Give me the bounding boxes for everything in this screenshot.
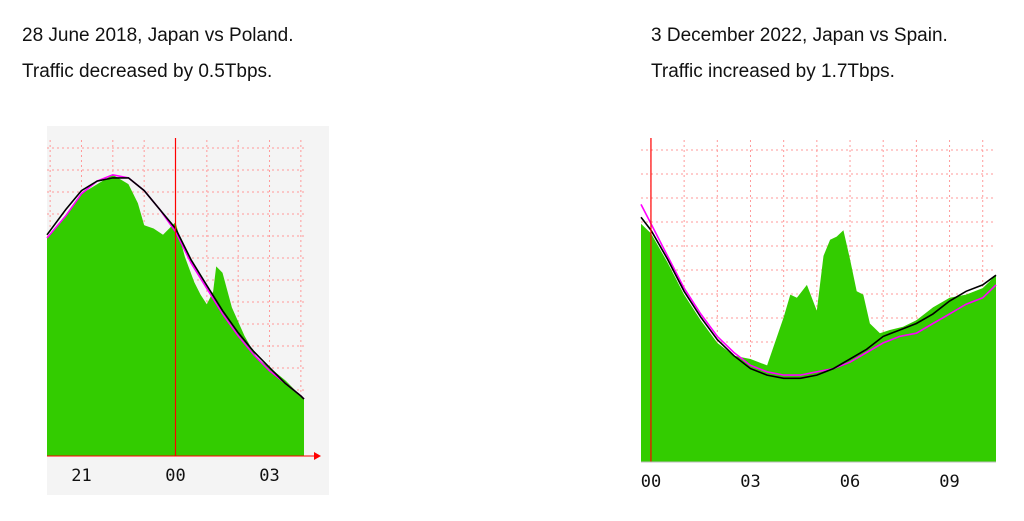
- left-caption-line1: 28 June 2018, Japan vs Poland.: [22, 25, 294, 46]
- x-tick-label: 09: [939, 472, 959, 492]
- x-tick-label: 06: [840, 472, 860, 492]
- x-tick-label: 03: [259, 466, 279, 486]
- baseline-line: [640, 216, 997, 380]
- x-tick-label: 21: [71, 466, 91, 486]
- right-caption-line2: Traffic increased by 1.7Tbps.: [651, 61, 895, 82]
- previous-week-line: [640, 204, 997, 376]
- right-caption-line1: 3 December 2022, Japan vs Spain.: [651, 25, 948, 46]
- left-caption: 28 June 2018, Japan vs Poland. Traffic d…: [22, 18, 293, 90]
- x-tick-label: 00: [165, 466, 185, 486]
- x-axis-arrow: [314, 452, 321, 460]
- right-caption: 3 December 2022, Japan vs Spain. Traffic…: [651, 18, 948, 90]
- traffic-area: [641, 223, 996, 462]
- x-tick-label: 00: [641, 472, 661, 492]
- left-caption-line2: Traffic decreased by 0.5Tbps.: [22, 61, 273, 82]
- baseline-line: [46, 177, 305, 400]
- x-tick-label: 03: [740, 472, 760, 492]
